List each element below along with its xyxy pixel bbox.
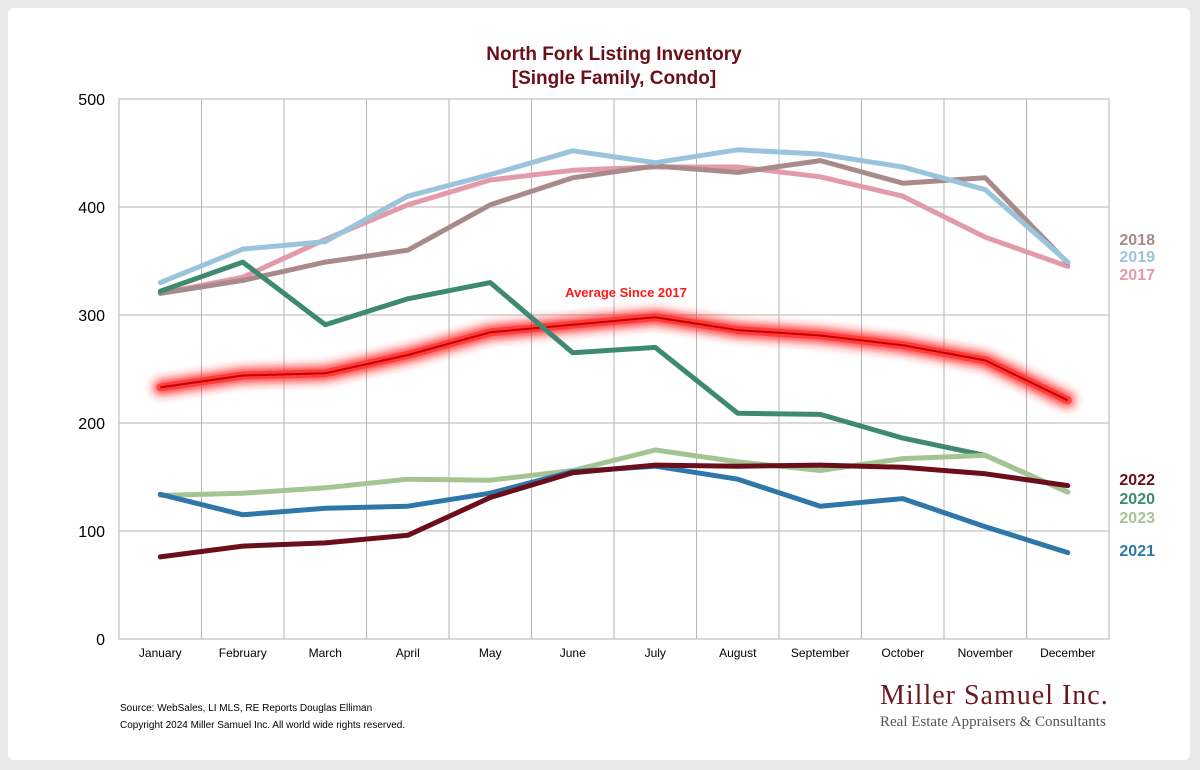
y-tick-label: 300: [78, 308, 105, 325]
x-tick-label: September: [791, 646, 850, 660]
series-lines: [153, 147, 1075, 560]
series-label-2023: 2023: [1119, 510, 1155, 527]
x-tick-label: December: [1040, 646, 1095, 660]
x-tick-label: November: [958, 646, 1013, 660]
copyright-note: Copyright 2024 Miller Samuel Inc. All wo…: [120, 720, 406, 731]
x-tick-label: June: [560, 646, 586, 660]
y-tick-label: 500: [78, 92, 105, 109]
source-note: Source: WebSales, LI MLS, RE Reports Dou…: [120, 703, 373, 714]
x-tick-label: February: [219, 646, 267, 660]
x-tick-label: August: [719, 646, 757, 660]
series-line-2022: [157, 462, 1071, 560]
x-tick-label: March: [309, 646, 342, 660]
series-label-2022: 2022: [1119, 472, 1155, 489]
series-label-2019: 2019: [1119, 249, 1155, 266]
x-tick-label: January: [139, 646, 182, 660]
chart-title-line-2: [Single Family, Condo]: [512, 68, 716, 89]
y-tick-label: 200: [78, 416, 105, 433]
series-line-2019: [157, 147, 1071, 286]
series-label-2021: 2021: [1119, 543, 1155, 560]
series-line-2023: [157, 447, 1071, 498]
x-tick-label: October: [881, 646, 924, 660]
x-tick-label: April: [396, 646, 420, 660]
series-line-average-since-2017: [160, 316, 1069, 402]
series-label-2018: 2018: [1119, 232, 1155, 249]
axes: 0 100 200 300 400 500 January February March Apri…: [78, 92, 1095, 660]
brand-tagline: Real Estate Appraisers & Consultants: [880, 714, 1106, 730]
brand-name: Miller Samuel Inc.: [880, 680, 1109, 711]
series-line-2020: [157, 259, 1071, 495]
chart-title-line-1: North Fork Listing Inventory: [486, 44, 742, 65]
brand-logo: Miller Samuel Inc. Real Estate Appraiser…: [880, 680, 1109, 731]
series-label-2020: 2020: [1119, 491, 1155, 508]
series-label-2017: 2017: [1119, 267, 1155, 284]
x-tick-label: May: [479, 646, 502, 660]
average-annotation: Average Since 2017: [565, 285, 687, 300]
series-line-2018: [157, 158, 1071, 296]
x-tick-label: July: [645, 646, 666, 660]
series-line-2017: [157, 164, 1071, 296]
y-tick-label: 100: [78, 524, 105, 541]
y-tick-label: 400: [78, 200, 105, 217]
y-tick-label: 0: [96, 632, 105, 649]
